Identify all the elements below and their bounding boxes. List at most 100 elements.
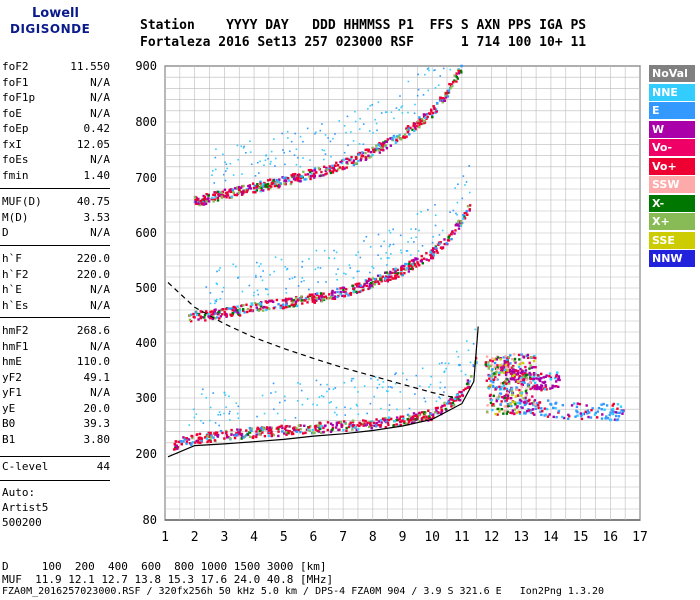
- data-point: [400, 137, 403, 140]
- data-point: [265, 301, 269, 304]
- data-point: [379, 277, 382, 280]
- data-point: [525, 399, 528, 403]
- data-point: [532, 403, 535, 407]
- data-point: [502, 365, 505, 368]
- data-point: [318, 427, 321, 431]
- data-point: [440, 406, 443, 409]
- data-point: [292, 427, 295, 430]
- data-point: [284, 427, 287, 431]
- data-point: [375, 418, 378, 421]
- data-point: [389, 386, 392, 388]
- data-point: [214, 195, 217, 199]
- data-point: [524, 374, 527, 377]
- data-point: [554, 406, 557, 410]
- data-point: [359, 284, 363, 287]
- data-point: [350, 380, 353, 382]
- data-point: [293, 276, 296, 278]
- data-point: [568, 415, 571, 418]
- data-point: [418, 120, 422, 124]
- data-point: [395, 419, 398, 422]
- data-point: [503, 371, 507, 375]
- data-point: [291, 301, 294, 304]
- legend-item: Vo+: [649, 157, 695, 175]
- data-point: [358, 128, 361, 130]
- data-point: [311, 300, 315, 303]
- data-point: [517, 410, 520, 413]
- data-point: [290, 140, 293, 143]
- data-point: [211, 317, 215, 321]
- data-point: [575, 409, 578, 413]
- data-point: [290, 431, 294, 434]
- data-point: [328, 257, 331, 259]
- param-value: 12.05: [76, 137, 110, 151]
- y-tick-label: 400: [135, 336, 157, 350]
- data-point: [500, 400, 503, 403]
- param-name: foF1p: [2, 91, 36, 104]
- data-point: [513, 375, 516, 378]
- data-point: [443, 99, 446, 103]
- data-point: [525, 378, 528, 381]
- data-point: [465, 181, 468, 183]
- data-point: [561, 415, 564, 419]
- data-point: [286, 298, 289, 301]
- data-point: [418, 116, 421, 119]
- data-point: [269, 186, 272, 190]
- data-point: [299, 175, 302, 178]
- data-point: [409, 419, 412, 422]
- data-point: [356, 405, 359, 407]
- data-point: [555, 380, 558, 383]
- data-point: [266, 179, 270, 182]
- data-point: [405, 422, 408, 425]
- data-point: [414, 393, 416, 395]
- data-point: [497, 371, 501, 375]
- param-name: hmF2: [2, 324, 29, 337]
- data-point: [203, 436, 207, 439]
- data-point: [306, 173, 310, 176]
- data-point: [319, 129, 322, 132]
- legend-item: Vo-: [649, 139, 695, 156]
- param-value: N/A: [90, 75, 110, 89]
- data-point: [508, 368, 512, 372]
- data-point: [212, 193, 215, 197]
- data-point: [236, 192, 239, 195]
- data-point: [267, 188, 270, 191]
- data-point: [306, 428, 310, 431]
- data-point: [205, 192, 208, 196]
- data-point: [380, 142, 384, 145]
- data-point: [296, 177, 300, 181]
- data-point: [364, 279, 368, 282]
- data-point: [324, 134, 327, 136]
- data-point: [408, 415, 411, 418]
- data-point: [231, 311, 234, 315]
- param-value: N/A: [90, 226, 110, 239]
- data-point: [250, 302, 253, 305]
- data-point: [351, 161, 354, 165]
- data-point: [469, 375, 473, 378]
- data-point: [240, 190, 243, 194]
- data-point: [421, 245, 424, 247]
- data-point: [420, 122, 423, 126]
- data-point: [374, 376, 377, 379]
- data-point: [522, 377, 526, 381]
- data-point: [335, 423, 339, 427]
- data-point: [490, 375, 493, 378]
- data-point: [215, 148, 217, 151]
- param-name: yF2: [2, 370, 22, 384]
- data-point: [198, 203, 201, 207]
- data-point: [205, 200, 208, 203]
- data-point: [510, 377, 514, 381]
- data-point: [214, 168, 217, 171]
- data-point: [503, 394, 506, 398]
- data-point: [489, 359, 492, 362]
- data-point: [453, 79, 456, 82]
- auto-code: 500200: [2, 516, 42, 529]
- data-point: [365, 280, 369, 283]
- data-point: [235, 433, 239, 436]
- data-point: [225, 436, 229, 439]
- data-point: [359, 256, 362, 259]
- data-point: [380, 245, 382, 248]
- data-point: [533, 403, 537, 406]
- data-point: [447, 235, 451, 239]
- param-row: foE N/A: [2, 107, 110, 122]
- data-point: [386, 418, 390, 422]
